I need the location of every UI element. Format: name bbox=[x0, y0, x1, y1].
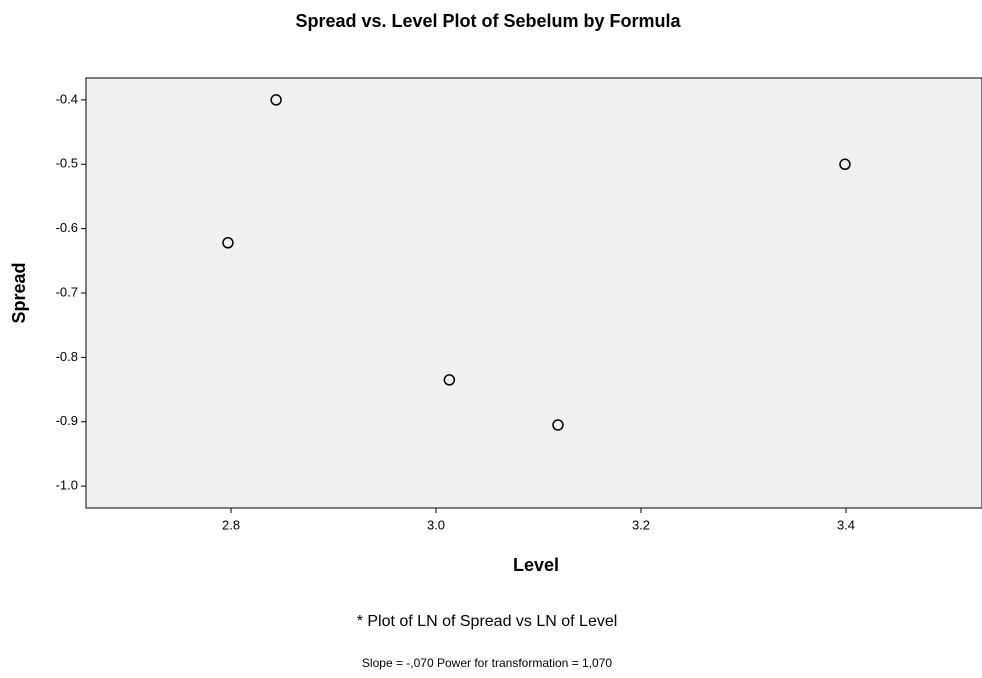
point bbox=[270, 94, 282, 106]
x-tick-label: 3.0 bbox=[427, 517, 445, 532]
point bbox=[552, 419, 564, 431]
x-tick-label: 2.8 bbox=[222, 517, 240, 532]
x-axis-label: Level bbox=[513, 555, 559, 575]
footnote: Slope = -,070 Power for transformation =… bbox=[362, 656, 612, 670]
x-tick-label: 3.2 bbox=[632, 517, 650, 532]
y-tick-label: -0.8 bbox=[56, 349, 78, 364]
y-tick-label: -0.5 bbox=[56, 156, 78, 171]
point bbox=[222, 237, 234, 249]
y-tick-label: -1.0 bbox=[56, 478, 78, 493]
y-tick-label: -0.7 bbox=[56, 284, 78, 299]
point bbox=[443, 374, 456, 386]
y-axis-label: Spread bbox=[9, 262, 29, 323]
x-tick-label: 3.4 bbox=[837, 517, 855, 532]
y-tick-label: -0.6 bbox=[56, 220, 78, 235]
y-tick-label: -0.4 bbox=[56, 91, 78, 106]
footnote: * Plot of LN of Spread vs LN of Level bbox=[357, 613, 618, 630]
y-tick-label: -0.9 bbox=[56, 413, 78, 428]
point bbox=[839, 158, 851, 171]
chart-title: Spread vs. Level Plot of Sebelum by Form… bbox=[295, 11, 681, 31]
plot-area bbox=[85, 77, 982, 509]
